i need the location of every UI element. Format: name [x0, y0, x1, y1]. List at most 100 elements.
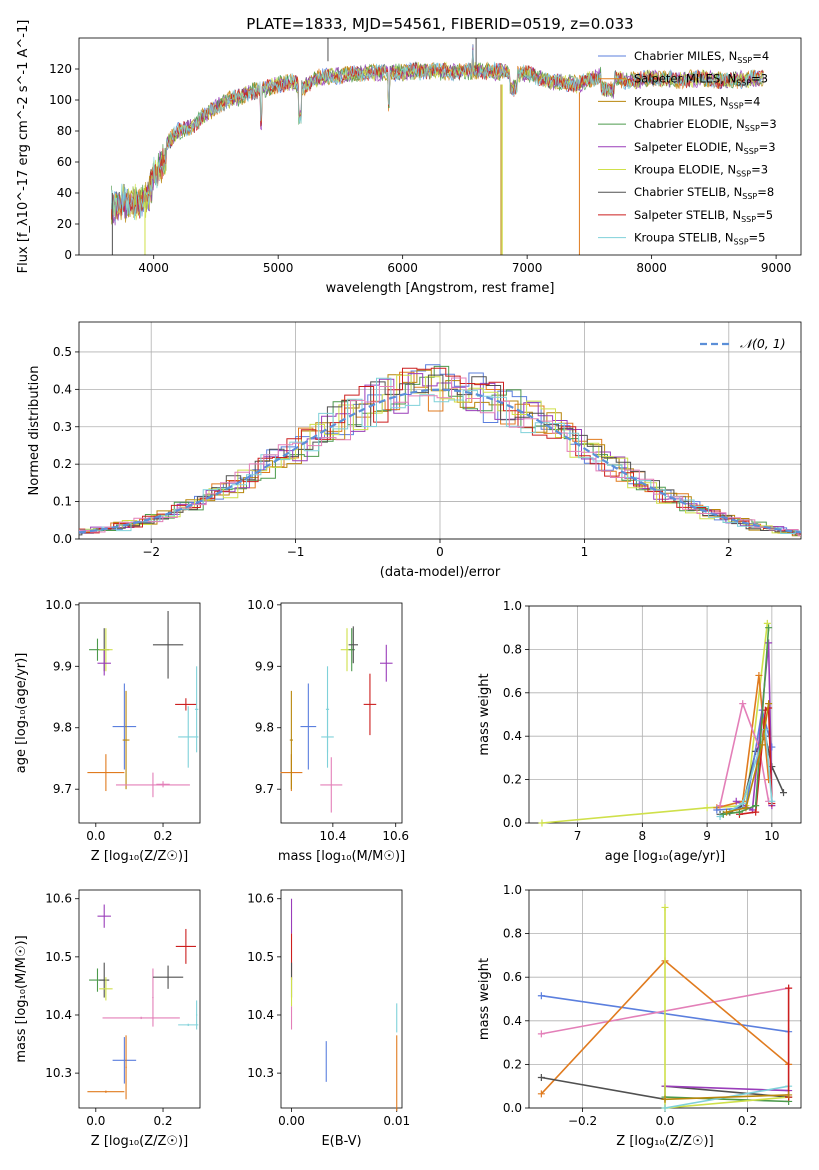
axes-frame	[78, 321, 802, 540]
weight-marker-gray	[537, 1073, 545, 1081]
weight-marker-green	[752, 802, 760, 810]
y-tick-label: 120	[49, 62, 72, 76]
x-tick-label: 0	[436, 545, 444, 559]
y-tick-label: 0.2	[503, 773, 522, 787]
x-tick-label: −2	[142, 545, 160, 559]
spectrum-line-red	[111, 53, 764, 220]
x-axis-label: wavelength [Angstrom, rest frame]	[326, 281, 555, 296]
weight-line-cyan	[719, 729, 773, 818]
weight-marker-orange	[755, 671, 763, 679]
y-tick-label: 60	[57, 155, 72, 169]
weight-marker-pink	[716, 802, 724, 810]
legend-entry: Kroupa MILES, NSSP=4	[634, 94, 760, 110]
age-vs-mass-panel: 10.4 10.6 9.7 9.8 9.9 10.0 mass [log₁₀(M/M☉)]	[247, 598, 409, 864]
age-vs-metallicity-panel: 0.0 0.2 9.7 9.8 9.9 10.0 Z [log₁₀(Z/Z☉)] age [l…	[14, 598, 201, 864]
y-tick-label: 0.8	[503, 642, 522, 656]
x-tick-label: 0.00	[278, 1114, 305, 1128]
x-tick-label: −0.2	[568, 1114, 597, 1128]
x-tick-label: 0.2	[738, 1114, 757, 1128]
x-axis-label: (data-model)/error	[380, 565, 501, 580]
axes-frame	[280, 602, 403, 824]
x-tick-label: 0.2	[153, 829, 172, 843]
y-tick-label: 20	[57, 217, 72, 231]
weight-marker-purple	[765, 639, 773, 647]
y-tick-label: 10.5	[247, 950, 274, 964]
weight-marker-orange	[537, 1090, 545, 1098]
weight-marker-olive	[765, 700, 773, 708]
figure-title: PLATE=1833, MJD=54561, FIBERID=0519, z=0…	[246, 15, 633, 33]
weight-line-green	[723, 627, 770, 816]
y-axis-label: age [log₁₀(age/yr)]	[14, 653, 29, 774]
y-axis-label: mass weight	[477, 958, 492, 1040]
x-tick-label: 9	[703, 829, 711, 843]
y-tick-label: 0.4	[503, 1014, 522, 1028]
y-tick-label: 10.6	[45, 892, 72, 906]
weight-marker-green	[765, 624, 773, 632]
spectrum-line-yellow	[111, 54, 764, 225]
y-tick-label: 9.9	[53, 659, 72, 673]
y-tick-label: 9.7	[255, 782, 274, 796]
x-tick-label: 2	[725, 545, 733, 559]
x-tick-label: 5000	[263, 261, 294, 275]
x-tick-label: 9000	[761, 261, 792, 275]
x-tick-label: 7000	[512, 261, 543, 275]
weight-marker-blue	[537, 992, 545, 1000]
y-tick-label: 10.4	[247, 1008, 274, 1022]
y-tick-label: 0.8	[503, 927, 522, 941]
y-tick-label: 9.7	[53, 782, 72, 796]
mass-weight-vs-metallicity-panel: −0.2 0.0 0.2 0.0 0.2 0.4 0.6 0.8 1.0 Z [log₁₀(Z/Z…	[477, 883, 802, 1149]
normal-curve	[78, 388, 802, 534]
y-axis-label: Flux [f_λ10^-17 erg cm^-2 s^-1 A^-1]	[16, 20, 31, 274]
axes-frame	[78, 602, 201, 824]
weight-line-purple	[735, 642, 773, 812]
y-tick-label: 0.0	[503, 816, 522, 830]
y-tick-label: 1.0	[503, 883, 522, 897]
y-tick-label: 0.4	[503, 729, 522, 743]
weight-marker-gray	[780, 789, 788, 797]
y-tick-label: 0.0	[503, 1101, 522, 1115]
y-tick-label: 9.8	[255, 721, 274, 735]
x-tick-label: 10	[764, 829, 779, 843]
weight-line-olive	[664, 1094, 789, 1101]
y-tick-label: 40	[57, 186, 72, 200]
weight-marker-pink	[537, 1030, 545, 1038]
weight-marker-purple	[732, 797, 740, 805]
weight-marker-olive	[723, 808, 731, 816]
axes-frame	[280, 889, 403, 1109]
histogram-pink	[79, 377, 801, 536]
x-tick-label: 0.0	[86, 829, 105, 843]
y-tick-label: 10.6	[247, 892, 274, 906]
x-tick-label: 10.6	[382, 829, 409, 843]
spectrum-panel: 4000 5000 6000 7000 8000 9000 0 20 40 60 80 100 120 w…	[16, 20, 802, 296]
y-tick-label: 0.2	[53, 457, 72, 471]
y-tick-label: 0.6	[503, 970, 522, 984]
histogram-red	[79, 367, 801, 535]
legend-entry: Chabrier STELIB, NSSP=8	[634, 185, 774, 201]
weight-marker-yellow	[538, 819, 546, 827]
weight-marker-red	[785, 984, 793, 992]
mass-weight-vs-age-panel: 7 8 9 10 0.0 0.2 0.4 0.6 0.8 1.0 age [log₁₀(age/yr…	[477, 599, 802, 864]
y-tick-label: 100	[49, 93, 72, 107]
y-tick-label: 10.4	[45, 1008, 72, 1022]
x-axis-label: age [log₁₀(age/yr)]	[605, 849, 726, 864]
legend-entry: Chabrier ELODIE, NSSP=3	[634, 117, 777, 133]
y-tick-label: 9.8	[53, 721, 72, 735]
legend-entry: Chabrier MILES, NSSP=4	[634, 49, 769, 65]
legend-entry: 𝒩(0, 1)	[740, 336, 786, 351]
weight-marker-red	[752, 808, 760, 816]
x-tick-label: 6000	[387, 261, 418, 275]
y-axis-label: mass [log₁₀(M/M☉)]	[14, 935, 29, 1062]
y-tick-label: 0.3	[53, 420, 72, 434]
residual-histogram-panel: −2 −1 0 1 2 0.0 0.1 0.2 0.3 0.4 0.5 (data-model)/er…	[27, 321, 802, 580]
y-tick-label: 10.3	[45, 1066, 72, 1080]
weight-marker-yellow	[661, 903, 669, 911]
y-tick-label: 10.3	[247, 1066, 274, 1080]
x-tick-label: 1	[581, 545, 589, 559]
weight-marker-olive	[742, 804, 750, 812]
legend-entry: Salpeter MILES, NSSP=3	[634, 72, 768, 88]
weight-line-pink	[719, 700, 770, 806]
x-tick-label: 10.4	[319, 829, 346, 843]
y-axis-label: Normed distribution	[27, 366, 42, 496]
mass-vs-ebv-panel: 0.00 0.01 10.3 10.4 10.5 10.6 E(B-V)	[247, 889, 410, 1149]
weight-marker-pink	[739, 700, 747, 708]
